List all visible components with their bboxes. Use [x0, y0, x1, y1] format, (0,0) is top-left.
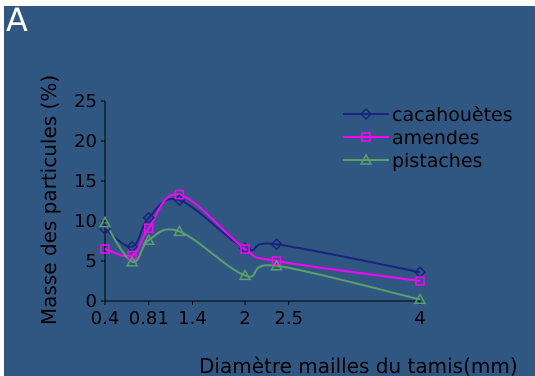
x-tick-label: 0.4 [91, 308, 120, 329]
x-tick-label: 2.5 [274, 308, 303, 329]
data-point-1 [270, 238, 283, 251]
left-border [0, 0, 4, 376]
legend-label: amendes [392, 127, 480, 149]
x-tick-label: 1.4 [178, 308, 207, 329]
axes: 0 5 10 15 20 25 0.4 0.81 1.4 2 2.5 4 [74, 91, 426, 329]
data-point-2 [271, 256, 282, 266]
top-border [0, 0, 535, 6]
data-point-3 [173, 224, 186, 237]
y-tick-label: 20 [74, 131, 97, 152]
y-tick-label: 25 [74, 91, 97, 112]
x-tick-label: 2 [239, 308, 250, 329]
x-axis-label: Diamètre mailles du tamis(mm) [199, 354, 518, 376]
y-tick-label: 0 [86, 291, 97, 312]
legend-swatch-marker [361, 132, 371, 142]
data-point-3 [98, 216, 112, 228]
series-lines [104, 193, 421, 301]
y-tick-label: 10 [74, 211, 97, 232]
legend-swatch-marker [359, 107, 373, 121]
series-line-1 [104, 198, 421, 274]
y-tick-label: 15 [74, 171, 97, 192]
data-point-2 [127, 250, 137, 261]
legend-label: cacahouètes [392, 104, 513, 126]
series-markers [98, 189, 427, 305]
data-point-2 [415, 276, 425, 286]
y-axis-label: Masse des particules (%) [37, 75, 61, 325]
data-point-2 [144, 223, 154, 233]
panel-label: A [6, 1, 28, 39]
series-line-3 [104, 222, 421, 301]
x-tick-label: 0.81 [129, 308, 169, 329]
x-tick-label: 4 [414, 308, 425, 329]
series-line-2 [104, 193, 421, 282]
legend-label: pistaches [392, 150, 482, 172]
data-point-2 [174, 189, 185, 200]
legend-swatch-marker [359, 153, 373, 165]
data-point-3 [270, 259, 283, 271]
data-point-3 [238, 268, 252, 281]
data-point-3 [125, 255, 139, 267]
data-point-1 [142, 211, 155, 224]
data-point-3 [142, 233, 156, 245]
data-point-3 [413, 292, 427, 305]
data-point-2 [100, 244, 110, 254]
data-point-2 [240, 244, 250, 254]
y-tick-label: 5 [86, 251, 97, 272]
